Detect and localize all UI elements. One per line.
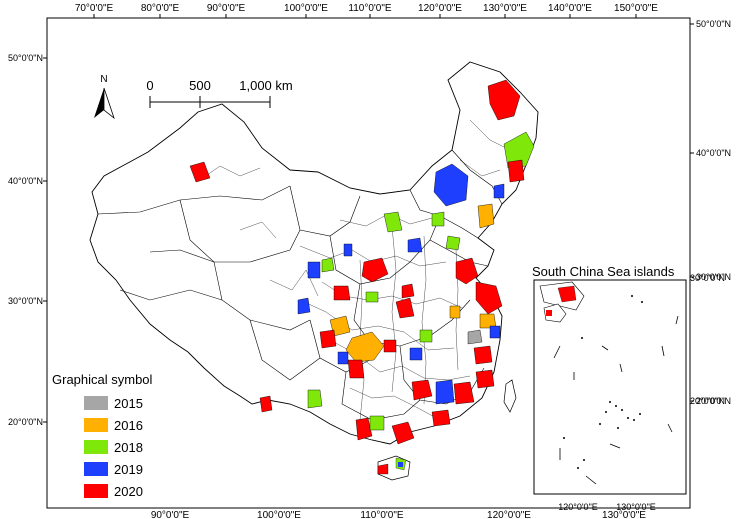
- scale-label: 1,000 km: [239, 78, 292, 93]
- top-lon-label: 90°0'0"E: [207, 3, 246, 14]
- right-lat-label: 30°0'0"N: [696, 272, 731, 282]
- top-lon-label: 110°0'0"E: [348, 3, 392, 14]
- top-lon-label: 140°0'0"E: [548, 3, 592, 14]
- legend-label: 2020: [114, 484, 143, 499]
- north-arrow-icon: N: [94, 74, 115, 120]
- city-2019: [407, 237, 423, 253]
- city-2018: [445, 235, 461, 251]
- city-2019: [337, 351, 349, 365]
- top-lon-label: 130°0'0"E: [483, 3, 527, 14]
- city-2020: [355, 417, 373, 441]
- city-2020: [383, 339, 397, 353]
- city-2019: [343, 243, 353, 257]
- city-2018: [383, 211, 403, 233]
- legend-items: 2015 2016 2018 2019 2020: [84, 396, 143, 499]
- city-2020: [361, 257, 389, 283]
- inset-lat-label: 20°0'0"N: [690, 396, 725, 406]
- north-arrow-label: N: [100, 74, 107, 85]
- city-2018: [431, 211, 445, 227]
- bottom-lon-label: 100°0'0"E: [257, 510, 301, 519]
- city-2018: [419, 329, 433, 343]
- city-2018: [503, 131, 535, 169]
- hainan-island: [377, 455, 411, 481]
- city-2018: [321, 257, 335, 273]
- frame-ticks: [43, 14, 694, 423]
- legend-label: 2015: [114, 396, 143, 411]
- city-2020: [395, 297, 415, 319]
- city-2019: [435, 379, 455, 405]
- city-2020: [431, 409, 451, 427]
- top-lon-label: 100°0'0"E: [284, 3, 328, 14]
- city-2018: [307, 389, 323, 409]
- city-2020: [391, 421, 415, 445]
- city-2015: [467, 329, 483, 345]
- left-lat-label: 40°0'0"N: [8, 176, 43, 186]
- city-2020: [259, 395, 273, 413]
- city-2019: [307, 261, 321, 279]
- city-2020: [455, 257, 479, 285]
- city-2020: [473, 345, 493, 365]
- scale-bar: [149, 96, 271, 108]
- city-2020: [507, 159, 525, 183]
- city-2019: [297, 297, 311, 315]
- legend-swatch-2018: [84, 440, 108, 454]
- right-lat-label: 50°0'0"N: [696, 19, 731, 29]
- right-lat-label: 40°0'0"N: [696, 148, 731, 158]
- inset-lon-label: 120°0'0"E: [558, 502, 598, 512]
- inset-title: South China Sea islands: [532, 264, 675, 279]
- city-2019: [489, 325, 501, 339]
- left-lat-label: 30°0'0"N: [8, 296, 43, 306]
- city-2020: [347, 359, 365, 379]
- city-2019: [493, 183, 505, 199]
- bottom-lon-label: 130°0'0"E: [602, 510, 646, 519]
- city-2020: [475, 369, 495, 389]
- top-lon-label: 150°0'0"E: [614, 3, 658, 14]
- city-2016: [477, 203, 495, 229]
- taiwan-island: [503, 379, 517, 413]
- bottom-lon-label: 90°0'0"E: [151, 510, 190, 519]
- legend-swatch-2016: [84, 418, 108, 432]
- city-2020: [333, 285, 351, 301]
- legend-label: 2019: [114, 462, 143, 477]
- city-2020: [401, 283, 415, 299]
- city-2020: [319, 329, 337, 349]
- top-lon-label: 80°0'0"E: [141, 3, 180, 14]
- legend-label: 2018: [114, 440, 143, 455]
- city-2020: [411, 379, 433, 401]
- city-2018: [369, 415, 385, 431]
- city-2016: [345, 331, 385, 363]
- city-2020: [453, 381, 475, 405]
- bottom-lon-label: 120°0'0"E: [487, 510, 531, 519]
- bottom-lon-label: 110°0'0"E: [360, 510, 404, 519]
- inset-lat-label: 30°0'0"N: [690, 273, 725, 283]
- top-lon-label: 70°0'0"E: [75, 3, 114, 14]
- city-fills: [189, 79, 535, 445]
- inset-lon-label: 130°0'0"E: [616, 502, 656, 512]
- left-lat-label: 20°0'0"N: [8, 417, 43, 427]
- scale-label: 0: [146, 78, 153, 93]
- legend-swatch-2015: [84, 396, 108, 410]
- province-borders: [97, 149, 503, 421]
- right-lat-label: 20°0'0"N: [696, 396, 731, 406]
- top-lon-label: 120°0'0"E: [418, 3, 462, 14]
- inset-content: [539, 281, 679, 485]
- city-2019: [433, 163, 469, 207]
- legend-swatch-2019: [84, 462, 108, 476]
- legend-swatch-2020: [84, 484, 108, 498]
- city-2019: [409, 347, 423, 361]
- legend-title: Graphical symbol: [52, 372, 153, 387]
- left-lat-label: 50°0'0"N: [8, 53, 43, 63]
- city-2020: [475, 281, 503, 315]
- city-2016: [449, 305, 461, 319]
- city-2020: [189, 161, 211, 183]
- city-2020: [487, 79, 521, 121]
- legend-label: 2016: [114, 418, 143, 433]
- city-2018: [365, 291, 379, 303]
- scale-label: 500: [189, 78, 211, 93]
